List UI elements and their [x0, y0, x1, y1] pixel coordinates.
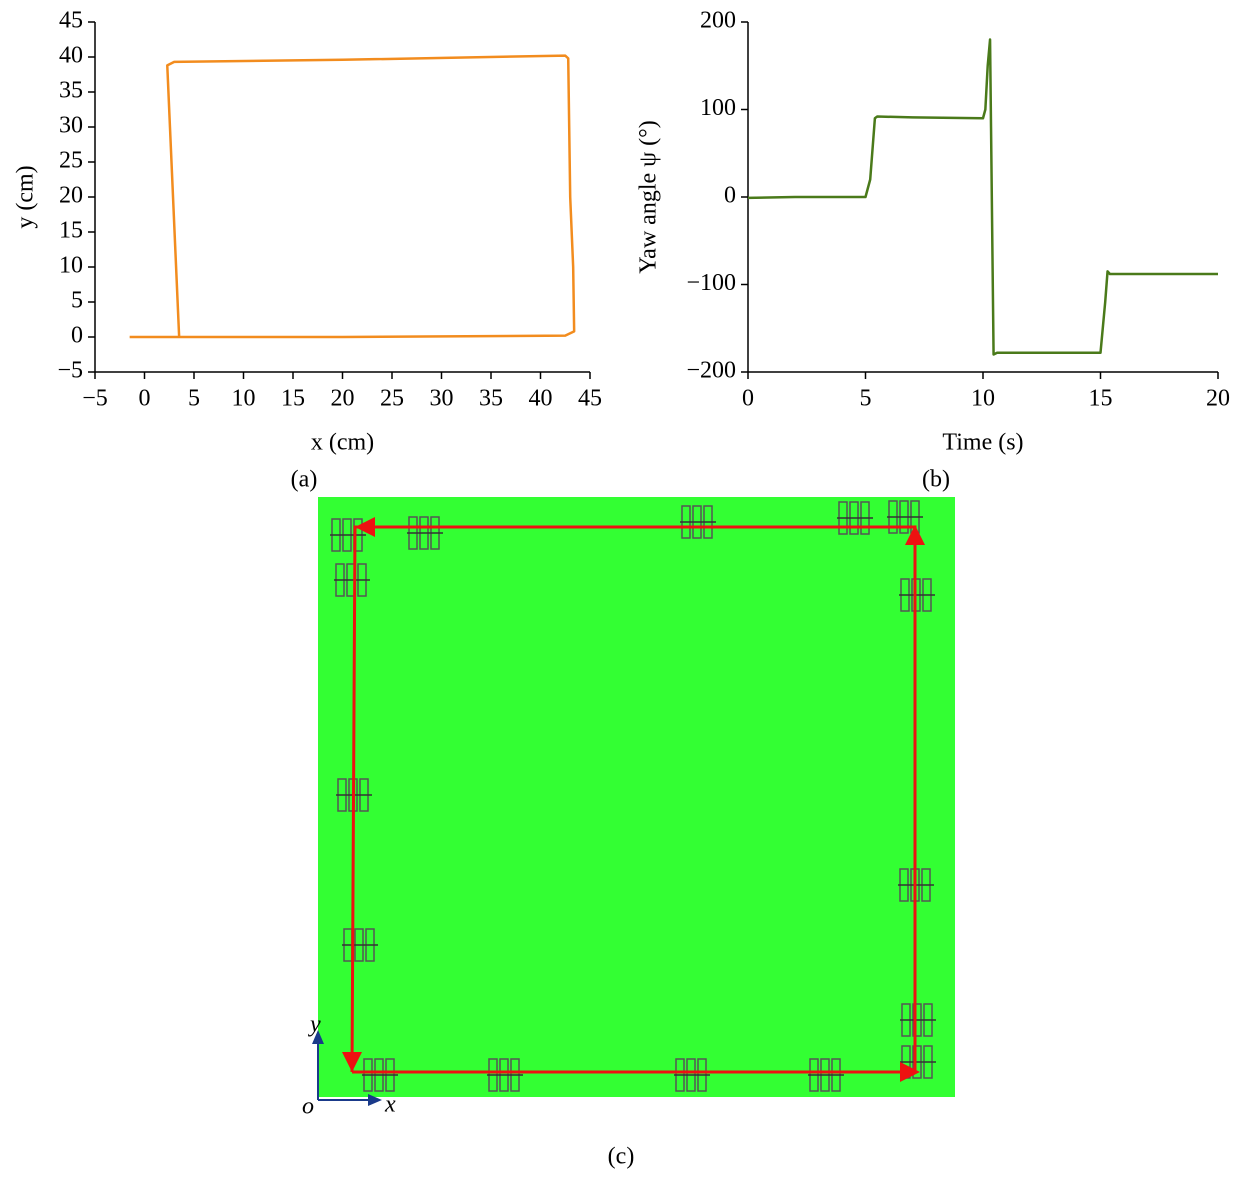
frame-axes	[312, 1030, 382, 1106]
y-tick-label: 45	[59, 8, 83, 34]
floor	[318, 497, 955, 1097]
y-tick-label: 10	[59, 253, 83, 279]
y-tick-label: 100	[700, 95, 736, 121]
x-tick-label: −5	[82, 386, 108, 412]
x-axis-label: x (cm)	[311, 430, 374, 456]
x-tick-label: 30	[430, 386, 454, 412]
y-tick-label: −200	[686, 358, 736, 384]
x-axis-label: Time (s)	[942, 430, 1023, 456]
x-tick-label: 0	[139, 386, 151, 412]
data-line	[747, 38, 1218, 356]
x-tick-label: 20	[1206, 386, 1230, 412]
y-tick-label: 200	[700, 8, 736, 34]
x-tick-label: 35	[479, 386, 503, 412]
panel-label: (b)	[922, 467, 950, 493]
y-tick-label: −100	[686, 270, 736, 296]
x-tick-label: 0	[742, 386, 754, 412]
x-tick-label: 20	[331, 386, 355, 412]
y-tick-label: 35	[59, 78, 83, 104]
y-axis-label: Yaw angle ψ (°)	[636, 120, 662, 274]
y-tick-label: 40	[59, 43, 83, 69]
y-tick-label: 15	[59, 218, 83, 244]
robot-icons	[330, 500, 936, 1092]
x-tick-label: 25	[380, 386, 404, 412]
x-tick-label: 5	[860, 386, 872, 412]
y-axis-label: y (cm)	[13, 165, 39, 228]
x-tick-label: 40	[529, 386, 553, 412]
y-tick-label: 0	[724, 183, 736, 209]
y-tick-label: 20	[59, 183, 83, 209]
x-tick-label: 15	[1089, 386, 1113, 412]
y-tick-label: 25	[59, 148, 83, 174]
y-tick-label: 30	[59, 113, 83, 139]
panel-label: (c)	[608, 1144, 635, 1170]
y-tick-label: −5	[57, 358, 83, 384]
frame-y-label: y	[308, 1012, 321, 1038]
panel-label: (a)	[291, 467, 318, 493]
x-tick-label: 10	[971, 386, 995, 412]
x-tick-label: 5	[188, 386, 200, 412]
arrowheads	[342, 517, 925, 1082]
x-tick-label: 15	[281, 386, 305, 412]
x-tick-label: 10	[232, 386, 256, 412]
x-tick-label: 45	[578, 386, 602, 412]
y-tick-label: 5	[71, 288, 83, 314]
frame-x-label: x	[384, 1092, 396, 1118]
frame-origin: o	[302, 1094, 314, 1120]
y-tick-label: 0	[71, 323, 83, 349]
data-line	[129, 54, 576, 339]
